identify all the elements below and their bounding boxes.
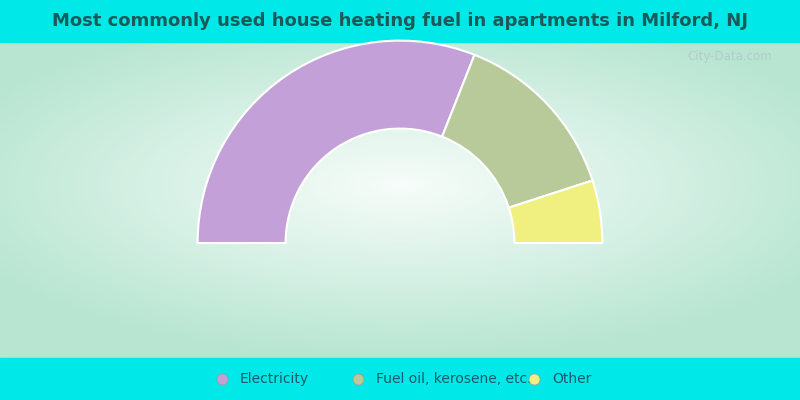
Bar [0,0,800,42]
Bar [0,358,800,400]
Text: Electricity: Electricity [240,372,309,386]
Wedge shape [198,41,474,243]
Text: Fuel oil, kerosene, etc.: Fuel oil, kerosene, etc. [376,372,531,386]
Text: Most commonly used house heating fuel in apartments in Milford, NJ: Most commonly used house heating fuel in… [52,12,748,30]
Text: Other: Other [552,372,591,386]
Wedge shape [509,180,602,243]
Wedge shape [442,55,593,208]
Text: City-Data.com: City-Data.com [687,50,772,63]
